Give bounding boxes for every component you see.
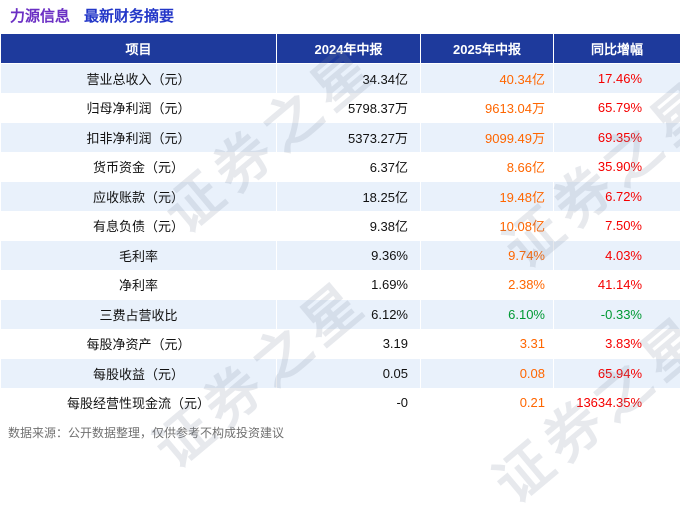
row-2025-value: 0.21 — [421, 388, 554, 418]
row-yoy-value: 6.72% — [554, 182, 680, 212]
row-yoy-value: 41.14% — [554, 270, 680, 300]
row-yoy-value: 65.79% — [554, 93, 680, 123]
row-yoy-value: 35.90% — [554, 152, 680, 182]
row-2024-value: 6.37亿 — [277, 152, 421, 182]
row-2024-value: 9.38亿 — [277, 211, 421, 241]
row-yoy-value: 17.46% — [554, 64, 680, 94]
table-row: 三费占营收比 6.12% 6.10% -0.33% — [1, 300, 680, 330]
row-2025-value: 40.34亿 — [421, 64, 554, 94]
row-2025-value: 10.08亿 — [421, 211, 554, 241]
table-row: 归母净利润（元） 5798.37万 9613.04万 65.79% — [1, 93, 680, 123]
report-title: 最新财务摘要 — [84, 8, 174, 25]
row-yoy-value: 13634.35% — [554, 388, 680, 418]
source-note: 数据来源：公开数据整理，仅供参考不构成投资建议 — [0, 418, 680, 449]
row-item-label: 每股收益（元） — [1, 359, 277, 389]
row-2024-value: 34.34亿 — [277, 64, 421, 94]
table-row: 营业总收入（元） 34.34亿 40.34亿 17.46% — [1, 64, 680, 94]
table-row: 货币资金（元） 6.37亿 8.66亿 35.90% — [1, 152, 680, 182]
table-row: 每股收益（元） 0.05 0.08 65.94% — [1, 359, 680, 389]
row-2025-value: 6.10% — [421, 300, 554, 330]
row-item-label: 应收账款（元） — [1, 182, 277, 212]
row-item-label: 有息负债（元） — [1, 211, 277, 241]
table-row: 应收账款（元） 18.25亿 19.48亿 6.72% — [1, 182, 680, 212]
row-2025-value: 0.08 — [421, 359, 554, 389]
row-yoy-value: 3.83% — [554, 329, 680, 359]
row-yoy-value: 4.03% — [554, 241, 680, 271]
table-row: 每股净资产（元） 3.19 3.31 3.83% — [1, 329, 680, 359]
table-row: 净利率 1.69% 2.38% 41.14% — [1, 270, 680, 300]
row-yoy-value: 69.35% — [554, 123, 680, 153]
row-2024-value: 18.25亿 — [277, 182, 421, 212]
row-item-label: 归母净利润（元） — [1, 93, 277, 123]
page-title: 力源信息最新财务摘要 — [0, 0, 680, 33]
row-2024-value: 0.05 — [277, 359, 421, 389]
row-yoy-value: -0.33% — [554, 300, 680, 330]
row-2024-value: -0 — [277, 388, 421, 418]
header-yoy: 同比增幅 — [554, 34, 680, 64]
row-item-label: 每股经营性现金流（元） — [1, 388, 277, 418]
table-row: 扣非净利润（元） 5373.27万 9099.49万 69.35% — [1, 123, 680, 153]
header-2025: 2025年中报 — [421, 34, 554, 64]
table-row: 有息负债（元） 9.38亿 10.08亿 7.50% — [1, 211, 680, 241]
row-yoy-value: 7.50% — [554, 211, 680, 241]
row-2024-value: 5373.27万 — [277, 123, 421, 153]
row-2025-value: 2.38% — [421, 270, 554, 300]
financial-table: 项目 2024年中报 2025年中报 同比增幅 营业总收入（元） 34.34亿 … — [0, 33, 680, 418]
row-2025-value: 19.48亿 — [421, 182, 554, 212]
row-2025-value: 3.31 — [421, 329, 554, 359]
row-yoy-value: 65.94% — [554, 359, 680, 389]
header-2024: 2024年中报 — [277, 34, 421, 64]
table-row: 毛利率 9.36% 9.74% 4.03% — [1, 241, 680, 271]
table-header-row: 项目 2024年中报 2025年中报 同比增幅 — [1, 34, 680, 64]
table-row: 每股经营性现金流（元） -0 0.21 13634.35% — [1, 388, 680, 418]
row-2025-value: 9.74% — [421, 241, 554, 271]
row-2025-value: 8.66亿 — [421, 152, 554, 182]
row-item-label: 三费占营收比 — [1, 300, 277, 330]
row-item-label: 毛利率 — [1, 241, 277, 271]
row-2024-value: 6.12% — [277, 300, 421, 330]
row-item-label: 每股净资产（元） — [1, 329, 277, 359]
row-2024-value: 9.36% — [277, 241, 421, 271]
header-item: 项目 — [1, 34, 277, 64]
row-item-label: 扣非净利润（元） — [1, 123, 277, 153]
row-item-label: 营业总收入（元） — [1, 64, 277, 94]
row-2024-value: 1.69% — [277, 270, 421, 300]
row-2025-value: 9099.49万 — [421, 123, 554, 153]
row-2025-value: 9613.04万 — [421, 93, 554, 123]
row-2024-value: 5798.37万 — [277, 93, 421, 123]
row-item-label: 货币资金（元） — [1, 152, 277, 182]
row-item-label: 净利率 — [1, 270, 277, 300]
stock-name: 力源信息 — [10, 8, 70, 25]
row-2024-value: 3.19 — [277, 329, 421, 359]
financial-summary-card: 力源信息最新财务摘要 项目 2024年中报 2025年中报 同比增幅 营业总收入… — [0, 0, 680, 448]
